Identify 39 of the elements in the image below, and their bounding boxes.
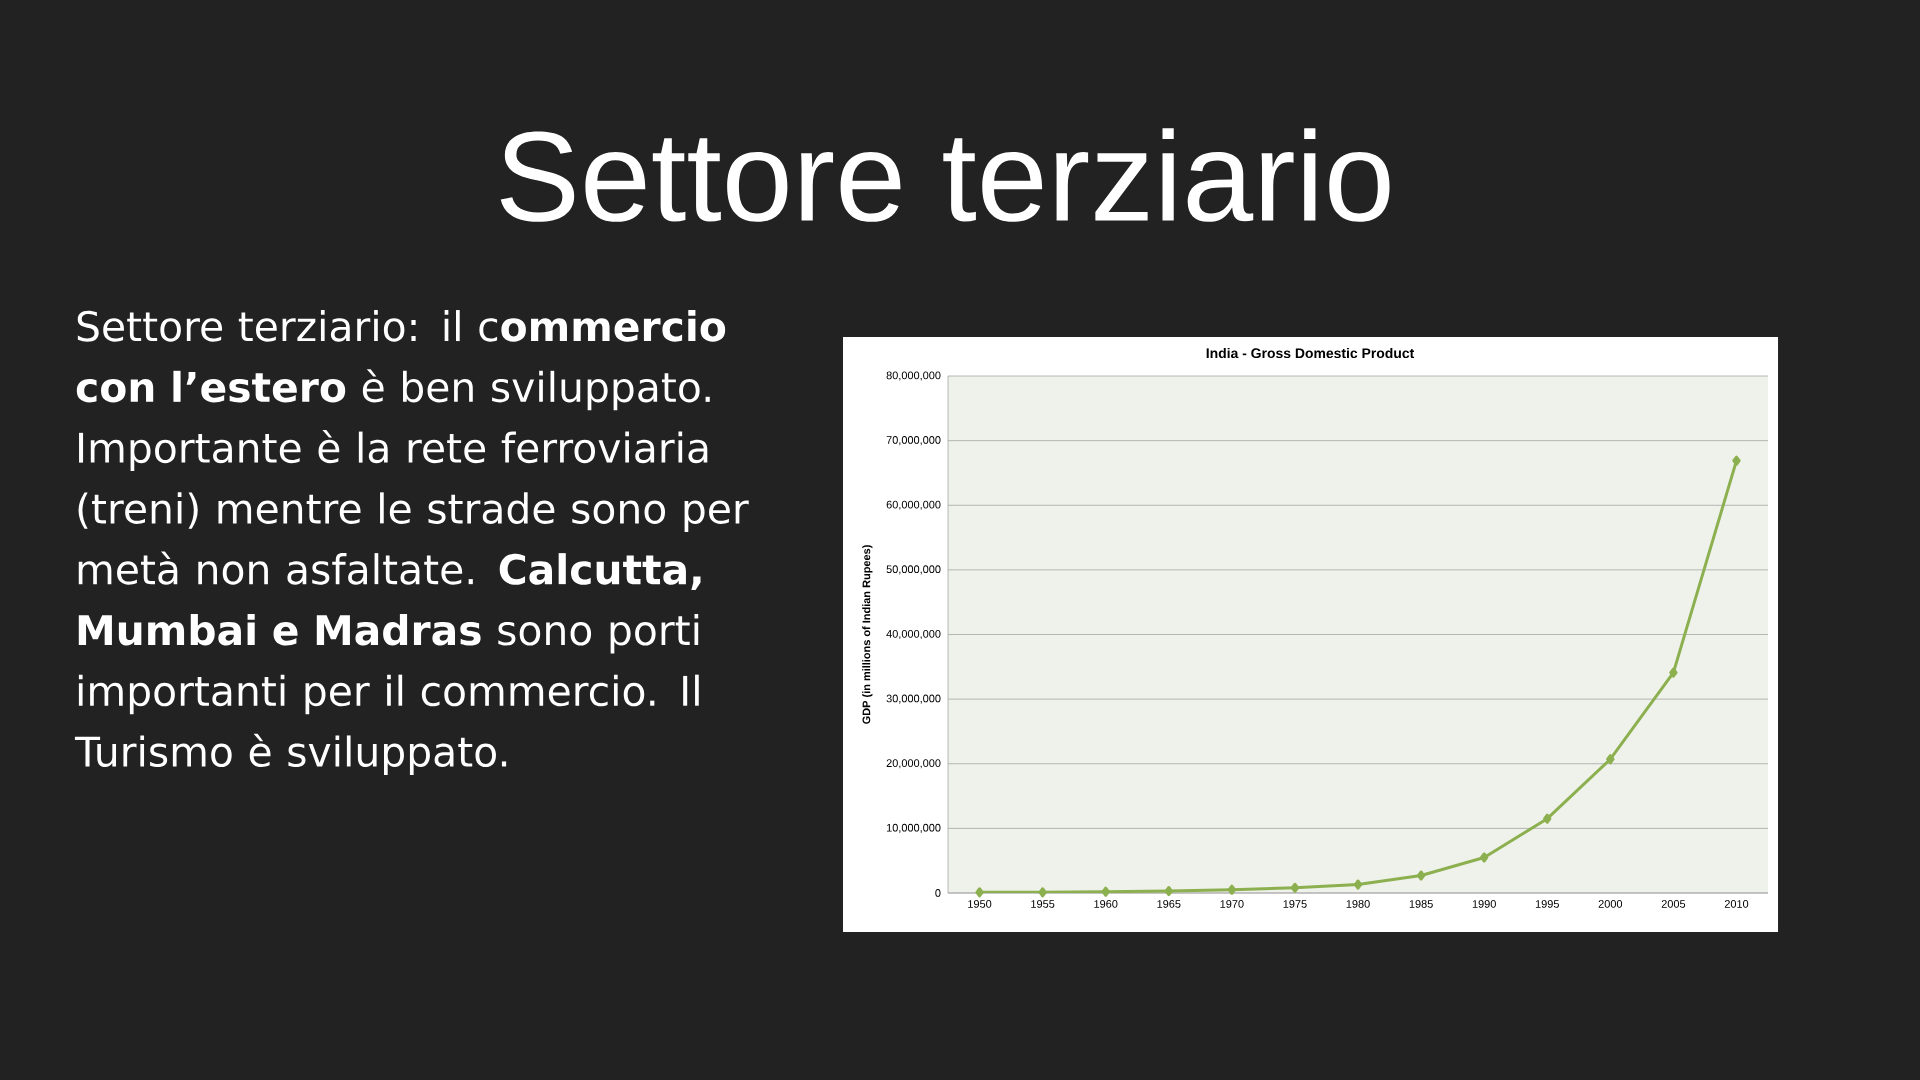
point [1732,455,1741,466]
x-tick-label: 1955 [1031,900,1055,908]
x-tick-label: 1965 [1157,900,1181,908]
y-tick-label: 10,000,000 [886,823,941,833]
y-tick-label: 50,000,000 [886,565,941,575]
x-tick-label: 1950 [968,900,992,908]
point [1543,813,1552,824]
y-tick-label: 0 [935,889,941,897]
y-axis-title: GDP (in millions of Indian Rupees) [862,545,873,724]
y-tick-label: 30,000,000 [886,694,941,704]
x-tick-label: 1975 [1283,900,1307,908]
x-tick-label: 1985 [1409,900,1433,908]
x-tick-label: 1960 [1094,900,1118,908]
x-tick-label: 1995 [1535,900,1559,908]
point [975,887,984,898]
point [1416,870,1426,881]
point [1227,884,1237,895]
y-tick-label: 20,000,000 [886,759,941,769]
chart-title: Settore terziario [500,128,1390,222]
point [1353,879,1363,890]
y-tick-label: 70,000,000 [886,436,941,446]
point [1101,886,1110,897]
point [1038,887,1047,898]
y-tick-label: 80,000,000 [886,371,941,381]
x-tick-label: 1980 [1346,900,1370,908]
x-tick-label: 2005 [1661,900,1686,908]
point [1479,852,1489,863]
point [1669,667,1678,678]
text: Settore terziario: il commercio con l’estero è ben sviluppato. Importante è la rete ferroviaria (treni) mentre le strade sono per metà non asfaltate. Calcutta, Mumbai e Madras sono porti importanti per il commercio. Il Turismo è sviluppato. [74,310,749,775]
x-tick-label: 1970 [1220,900,1244,908]
x-tick-label: 2010 [1724,900,1749,908]
x-tick-label: 2000 [1598,900,1623,908]
chart-subtitle: India - Gross Domestic Product [1206,347,1415,359]
x-tick-label: 1990 [1472,900,1496,908]
y-tick-label: 40,000,000 [886,629,941,640]
point [1164,885,1173,897]
point [1606,754,1615,765]
y-tick-label: 60,000,000 [886,500,941,510]
point [1290,882,1300,893]
